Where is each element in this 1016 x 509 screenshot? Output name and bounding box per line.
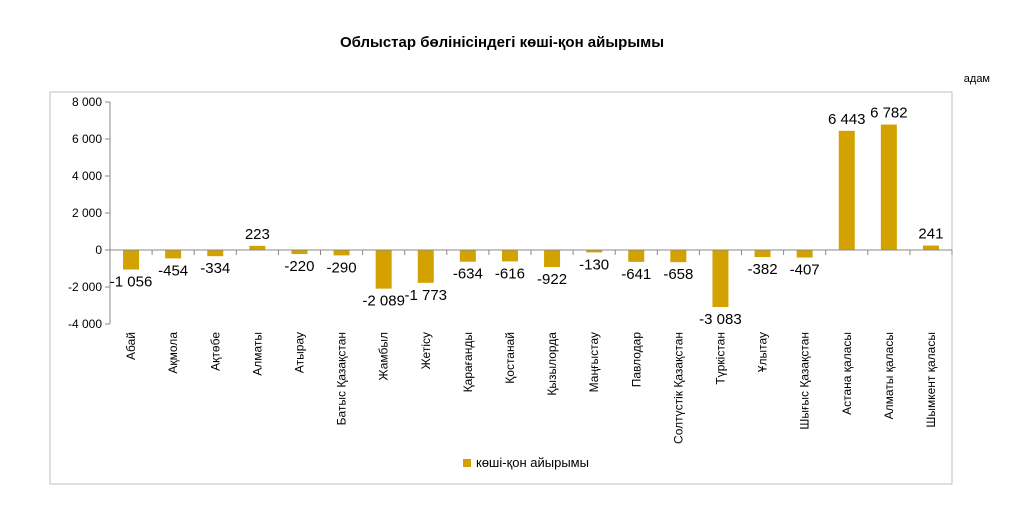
bar <box>880 124 897 250</box>
x-tick-label: Ұлытау <box>756 332 770 372</box>
bar <box>670 250 687 263</box>
data-label: -334 <box>200 260 230 277</box>
x-tick-label: Абай <box>124 332 138 360</box>
x-tick-label: Павлодар <box>629 332 643 388</box>
bar <box>249 245 266 250</box>
data-label: -1 056 <box>110 274 153 291</box>
data-label: -407 <box>790 262 820 279</box>
x-tick-label: Қостанай <box>503 332 517 384</box>
y-tick-label: 8 000 <box>72 95 102 109</box>
y-tick-label: 4 000 <box>72 169 102 183</box>
bar <box>586 250 603 253</box>
data-label: -454 <box>158 262 188 279</box>
data-label: 6 782 <box>870 105 908 122</box>
data-label: -1 773 <box>404 287 447 304</box>
x-tick-label: Атырау <box>292 332 306 373</box>
bar <box>207 250 224 257</box>
data-label: 223 <box>245 226 270 243</box>
x-tick-label: Алматы қаласы <box>882 332 896 419</box>
data-label: -616 <box>495 265 525 282</box>
x-tick-label: Солтүстік Қазақстан <box>671 332 685 444</box>
x-tick-label: Шымкент қаласы <box>924 332 938 428</box>
plot-area-border <box>49 91 953 485</box>
x-axis: Абай Ақмола Ақтөбе Алматы Атырау Батыс Қазақс… <box>109 249 953 444</box>
data-label: -220 <box>284 258 314 275</box>
data-label: 241 <box>918 226 943 243</box>
y-tick-label: 0 <box>95 243 102 257</box>
x-tick-label: Қызылорда <box>545 332 559 396</box>
y-tick-label: -2 000 <box>68 280 102 294</box>
bar <box>333 250 350 256</box>
data-label: -382 <box>748 261 778 278</box>
data-label: -634 <box>453 266 483 283</box>
chart-title: Облыстар бөлінісіндегі көші-қон айырымы <box>340 34 664 51</box>
x-tick-label: Жетісу <box>419 332 433 369</box>
data-label: 6 443 <box>828 111 866 128</box>
data-label: -2 089 <box>362 293 405 310</box>
legend: көші-қон айырымы <box>463 455 589 470</box>
unit-label: адам <box>964 73 990 85</box>
bar <box>459 250 476 262</box>
bar <box>922 245 939 250</box>
x-tick-label: Батыс Қазақстан <box>335 332 349 425</box>
bar <box>754 250 771 258</box>
x-tick-label: Ақмола <box>166 332 180 374</box>
x-tick-label: Маңғыстау <box>587 332 601 392</box>
bar <box>712 250 729 308</box>
bar <box>165 250 182 259</box>
x-tick-label: Астана қаласы <box>840 332 854 415</box>
x-tick-label: Жамбыл <box>377 332 391 381</box>
bar <box>291 250 308 255</box>
bar <box>628 250 645 262</box>
bar <box>375 250 392 289</box>
legend-swatch <box>463 459 471 467</box>
x-tick-label: Шығыс Қазақстан <box>798 332 812 430</box>
data-labels: -1 056 -454 -334 223 -220 -290 -2 089 -1 773 -63… <box>110 105 944 329</box>
bar <box>123 250 140 270</box>
y-tick-label: 6 000 <box>72 132 102 146</box>
x-tick-label: Қарағанды <box>461 332 475 392</box>
data-label: -130 <box>579 256 609 273</box>
data-label: -922 <box>537 271 567 288</box>
legend-label: көші-қон айырымы <box>476 455 589 470</box>
bars <box>123 124 939 308</box>
data-label: -641 <box>621 266 651 283</box>
data-label: -290 <box>327 259 357 276</box>
bar <box>796 250 813 258</box>
bar <box>544 250 561 268</box>
data-label: -3 083 <box>699 311 742 328</box>
data-label: -658 <box>663 266 693 283</box>
y-tick-label: -4 000 <box>68 317 102 331</box>
x-tick-label: Алматы <box>250 332 264 376</box>
y-tick-label: 2 000 <box>72 206 102 220</box>
y-axis: 8 000 6 000 4 000 2 000 0 -2 000 -4 000 <box>68 95 111 331</box>
bar <box>838 130 855 250</box>
bar <box>417 250 434 283</box>
bar <box>501 250 518 262</box>
x-tick-label: Түркістан <box>713 332 727 385</box>
x-tick-label: Ақтөбе <box>208 332 222 371</box>
